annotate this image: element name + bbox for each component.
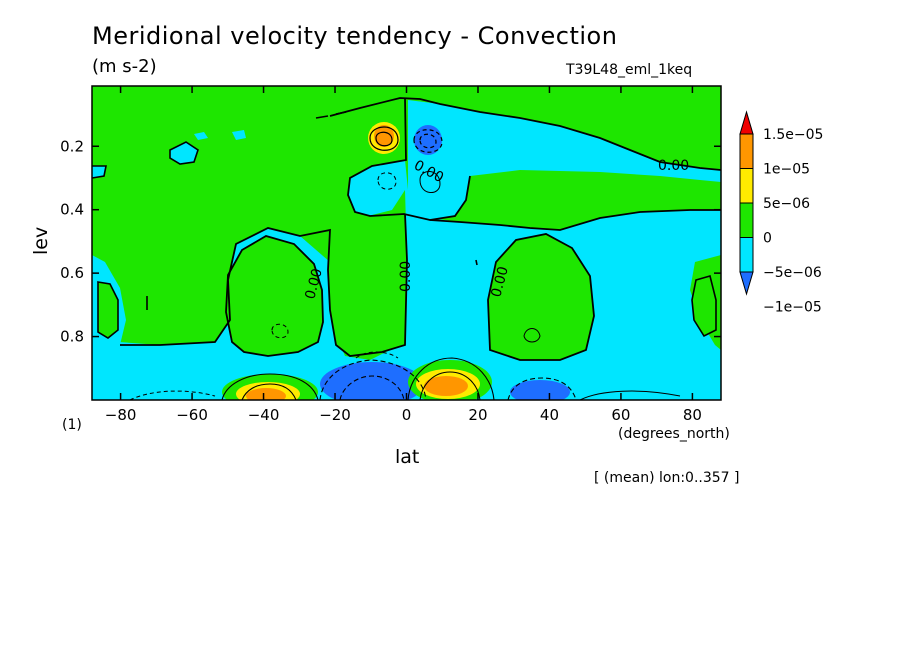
positive-sliver-nh-polar xyxy=(692,276,716,336)
x-tick-label: −40 xyxy=(248,406,280,424)
zero-contour-left-edge xyxy=(92,165,107,179)
y-tick-label: 0.4 xyxy=(60,201,84,219)
positive-sliver-sh-polar xyxy=(98,282,118,338)
zero-contour-tropics-upper xyxy=(347,97,471,221)
contour-dashed-upper-tropics xyxy=(377,172,397,190)
zero-contour-cavity-north xyxy=(487,233,595,361)
colorbar-box xyxy=(739,133,754,169)
zero-contour-central-left xyxy=(120,213,408,357)
y-tick-label: 0.8 xyxy=(60,328,84,346)
averaging-note: [ (mean) lon:0..357 ] xyxy=(594,470,740,486)
x-tick-label: −80 xyxy=(105,406,137,424)
contour-tick-center xyxy=(475,259,478,266)
colorbar-box xyxy=(739,237,754,273)
colorbar-label: 1.5e−05 xyxy=(763,127,823,143)
positive-cavity-north xyxy=(488,234,594,360)
zero-contour-nh-polar xyxy=(691,275,717,338)
contour-upper-dipole-north xyxy=(413,129,443,153)
chart-units: (m s-2) xyxy=(92,56,157,77)
negative-blob-upper-sh-2 xyxy=(232,130,246,140)
feature-orange-nh-10 xyxy=(424,376,468,396)
tick-marks xyxy=(92,86,721,400)
negative-region-upper-nh xyxy=(408,100,721,220)
feature-orange-sh-40 xyxy=(246,388,286,400)
negative-blob-upper-sh xyxy=(170,142,198,164)
x-axis-units: (degrees_north) xyxy=(618,426,730,442)
positive-cavity-center xyxy=(328,190,407,356)
x-tick-label: 0 xyxy=(402,406,412,424)
positive-cavity-south xyxy=(226,236,323,356)
chart-title: Meridional velocity tendency - Convectio… xyxy=(92,22,618,50)
colorbar-label: 0 xyxy=(763,231,772,247)
contour-dashed-tropics-mid xyxy=(355,351,399,359)
x-tick-label: 80 xyxy=(683,406,702,424)
contour-bottom-equator-dashed xyxy=(319,359,427,400)
run-label: T39L48_eml_1keq xyxy=(566,62,693,78)
colorbar-arrow-top xyxy=(739,110,754,135)
negative-blob-left-edge xyxy=(92,166,106,178)
colorbar-label: 5e−06 xyxy=(763,196,810,212)
colorbar-arrow-bottom xyxy=(739,271,754,296)
x-tick-label: 20 xyxy=(468,406,487,424)
colorbar-box xyxy=(739,168,754,204)
contour-lines xyxy=(92,97,721,400)
y-axis-units: (1) xyxy=(62,417,82,433)
zero-contour-blob-sh xyxy=(169,141,199,165)
contour-dashed-sh-mid xyxy=(271,323,289,339)
x-tick-label: 40 xyxy=(540,406,559,424)
colorbar-label: 1e−05 xyxy=(763,162,810,178)
contour-dashed-sh-low xyxy=(129,390,216,400)
feature-blue-near-equator xyxy=(320,362,424,400)
zero-contour-top xyxy=(329,97,721,171)
negative-blob-upper-sh-3 xyxy=(194,132,208,140)
x-axis-label: lat xyxy=(395,446,420,468)
contour-upper-dipole-south xyxy=(369,126,399,151)
contour-label-equator: 0.00 xyxy=(398,261,414,292)
zero-contour-cavity-south xyxy=(225,235,324,357)
colorbar-label: −5e−06 xyxy=(763,265,822,281)
contour-label-nh-upper: 0.00 xyxy=(658,158,689,174)
negative-region-upper-tropics xyxy=(348,160,410,216)
zero-contour-sh-polar xyxy=(97,281,119,339)
contour-bottom-nh10 xyxy=(407,357,495,400)
x-tick-label: 60 xyxy=(611,406,630,424)
feature-orange-upper-south xyxy=(374,125,394,147)
contour-nh-mid-small xyxy=(523,328,541,343)
contour-label-sh-cavity: 0.00 xyxy=(302,267,326,301)
contour-upper-sh-small xyxy=(315,111,347,119)
x-tick-label: −60 xyxy=(176,406,208,424)
y-tick-label: 0.6 xyxy=(60,264,84,282)
zero-contour-central-right xyxy=(429,209,721,231)
contour-label-nh-cavity: 0.00 xyxy=(488,265,512,299)
colorbar-box xyxy=(739,202,754,238)
tick-labels: −80 −60 −40 −20 0 20 40 60 80 0.2 0.4 0.6 0.8 xyxy=(60,137,702,424)
contour-nh-low-thin xyxy=(579,390,681,400)
feature-blue-upper-north xyxy=(414,125,442,155)
y-tick-label: 0.2 xyxy=(60,137,84,155)
y-axis-label: lev xyxy=(30,226,52,255)
feature-blue-nh-40 xyxy=(510,380,570,400)
colorbar-label: −1e−05 xyxy=(763,300,822,316)
contour-bottom-sh40 xyxy=(221,373,319,400)
x-tick-label: −20 xyxy=(319,406,351,424)
colorbar: 1.5e−05 1e−05 5e−06 0 −5e−06 −1e−05 xyxy=(739,110,823,316)
contour-upper-nh-thin xyxy=(419,171,441,193)
contour-bottom-nh40-dashed xyxy=(507,377,577,400)
